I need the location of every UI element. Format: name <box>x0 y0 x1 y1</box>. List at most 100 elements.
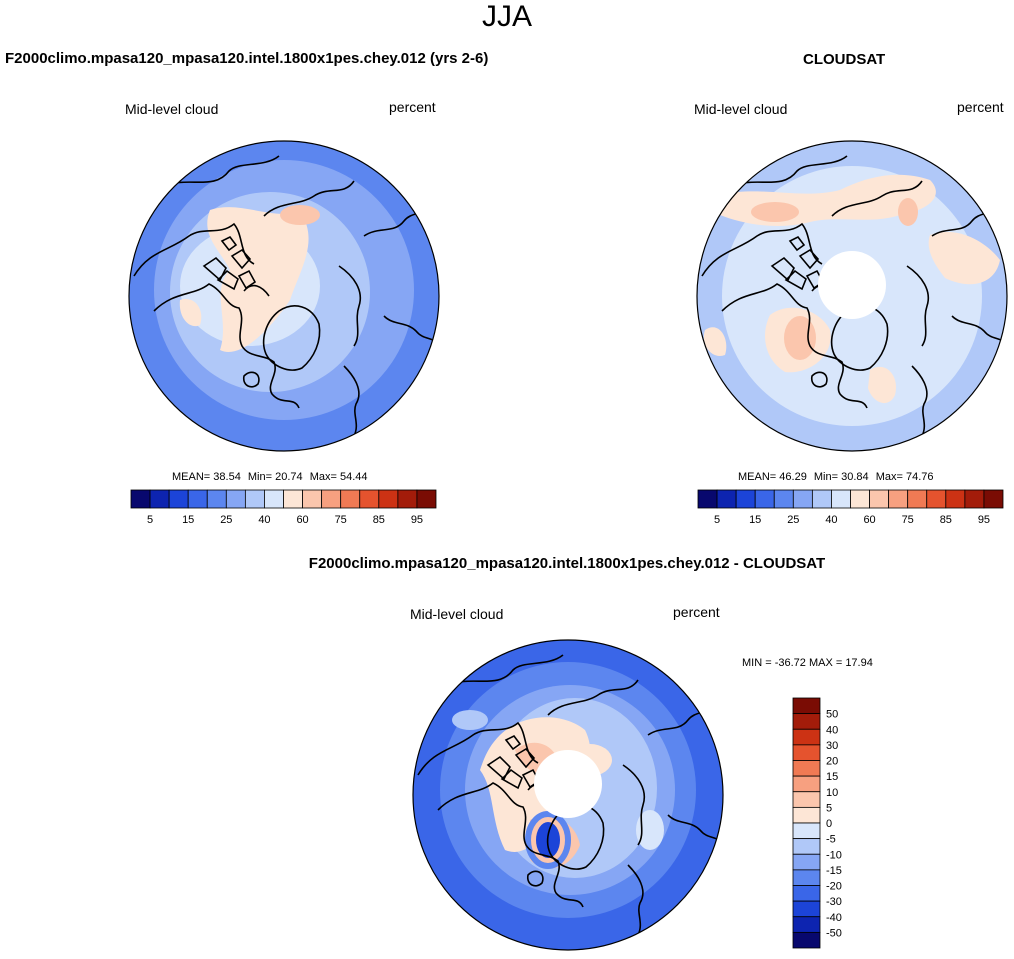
difference-colorbar-tick-label: 5 <box>826 802 832 814</box>
difference-colorbar-box <box>792 916 821 933</box>
reference-colorbar-box <box>811 489 832 509</box>
test-colorbar-tick-label: 25 <box>220 514 232 526</box>
test-colorbar-box <box>302 489 323 509</box>
test-colorbar: 5 15 25 40 60 75 85 95 <box>130 489 437 526</box>
difference-stats: MIN = -36.72 MAX = 17.94 <box>742 657 873 669</box>
difference-colorbar-box <box>792 728 821 746</box>
reference-map-border <box>696 140 1008 452</box>
test-colorbar-tick-label: 75 <box>335 514 347 526</box>
difference-colorbar-tick-label: -50 <box>826 927 842 939</box>
reference-min-value: 30.84 <box>841 471 869 483</box>
reference-colorbar-box <box>964 489 985 509</box>
test-colorbar-tick-label: 5 <box>147 514 153 526</box>
reference-missing-data-hole <box>818 251 886 319</box>
difference-colorbar-tick-label: 50 <box>826 709 838 721</box>
difference-colorbar-tick-label: 20 <box>826 756 838 768</box>
reference-max-value: 74.76 <box>905 471 934 483</box>
difference-colorbar-tick-label: 40 <box>826 724 838 736</box>
reference-colorbar-tick-label: 5 <box>714 514 720 526</box>
reference-stats: MEAN= 46.29 Min= 30.84 Max= 74.76 <box>738 471 934 483</box>
test-colorbar-box <box>359 489 380 509</box>
difference-colorbar-tick-label: -15 <box>826 865 842 877</box>
difference-colorbar-box <box>792 744 821 761</box>
test-colorbar-box <box>130 489 151 509</box>
test-mean-label: MEAN= <box>172 471 211 483</box>
test-colorbar-box <box>187 489 208 509</box>
difference-colorbar-tick-label: -30 <box>826 896 842 908</box>
reference-case-title: CLOUDSAT <box>803 51 886 68</box>
difference-variable-label: Mid-level cloud <box>410 606 504 622</box>
reference-colorbar-box <box>869 489 890 509</box>
difference-colorbar-box <box>792 806 821 824</box>
reference-max-label: Max= <box>875 471 903 483</box>
test-max-label: Max= <box>309 471 337 483</box>
difference-colorbar-tick-label: -10 <box>826 849 842 861</box>
reference-colorbar-tick-label: 60 <box>863 514 875 526</box>
difference-colorbar-box <box>792 900 821 918</box>
difference-colorbar-tick-label: 10 <box>826 787 838 799</box>
reference-colorbar: 5 15 25 40 60 75 85 95 <box>697 489 1004 526</box>
test-variable-label: Mid-level cloud <box>125 101 219 117</box>
test-colorbar-tick-label: 40 <box>258 514 270 526</box>
reference-colorbar-box <box>907 489 928 509</box>
reference-colorbar-box <box>983 489 1004 509</box>
reference-colorbar-box <box>735 489 756 509</box>
test-min-value: 20.74 <box>275 471 303 483</box>
difference-colorbar-box <box>792 775 821 793</box>
test-colorbar-tick-label: 85 <box>373 514 385 526</box>
test-colorbar-box <box>283 489 303 509</box>
test-colorbar-box <box>264 489 284 509</box>
test-mean-value: 38.54 <box>213 471 241 483</box>
reference-colorbar-box <box>792 489 813 509</box>
reference-colorbar-box <box>850 489 870 509</box>
difference-colorbar-tick-label: 15 <box>826 771 838 783</box>
reference-colorbar-box <box>697 489 718 509</box>
difference-colorbar-tick-label: 0 <box>826 818 832 830</box>
test-colorbar-tick-label: 60 <box>296 514 308 526</box>
test-map <box>129 141 439 451</box>
reference-colorbar-box <box>716 489 737 509</box>
test-colorbar-box <box>397 489 418 509</box>
difference-colorbar-box <box>792 697 821 715</box>
reference-units-label: percent <box>957 99 1004 115</box>
test-colorbar-box <box>225 489 246 509</box>
difference-colorbar-tick-label: -40 <box>826 912 842 924</box>
difference-colorbar-tick-label: -5 <box>826 834 836 846</box>
test-colorbar-box <box>206 489 227 509</box>
figure-title: JJA <box>481 0 532 33</box>
reference-colorbar-tick-label: 40 <box>825 514 837 526</box>
reference-colorbar-tick-label: 25 <box>787 514 799 526</box>
difference-colorbar-box <box>792 760 821 777</box>
reference-map <box>697 141 1007 451</box>
test-min-label: Min= <box>247 471 273 483</box>
difference-colorbar-box <box>792 869 821 886</box>
difference-map-border <box>412 639 724 951</box>
test-colorbar-tick-label: 15 <box>182 514 194 526</box>
test-map-border <box>128 140 440 452</box>
test-max-value: 54.44 <box>339 471 368 483</box>
reference-colorbar-box <box>773 489 794 509</box>
reference-colorbar-tick-label: 85 <box>940 514 952 526</box>
difference-colorbar-box <box>792 853 821 871</box>
test-colorbar-tick-label: 95 <box>411 514 423 526</box>
difference-colorbar-box <box>792 885 821 902</box>
difference-missing-data-hole <box>534 750 602 818</box>
difference-map <box>413 640 723 950</box>
reference-colorbar-tick-label: 95 <box>978 514 990 526</box>
difference-colorbar-box <box>792 822 821 840</box>
reference-mean-label: MEAN= <box>738 471 777 483</box>
test-colorbar-box <box>168 489 189 509</box>
reference-colorbar-box <box>754 489 775 509</box>
difference-colorbar-box <box>792 931 821 949</box>
test-stats: MEAN= 38.54 Min= 20.74 Max= 54.44 <box>172 471 368 483</box>
difference-units-label: percent <box>673 604 720 620</box>
reference-colorbar-box <box>888 489 909 509</box>
reference-colorbar-tick-label: 75 <box>902 514 914 526</box>
reference-min-label: Min= <box>813 471 839 483</box>
reference-colorbar-box <box>926 489 947 509</box>
test-colorbar-box <box>378 489 399 509</box>
reference-colorbar-tick-label: 15 <box>749 514 761 526</box>
test-colorbar-box <box>244 489 265 509</box>
